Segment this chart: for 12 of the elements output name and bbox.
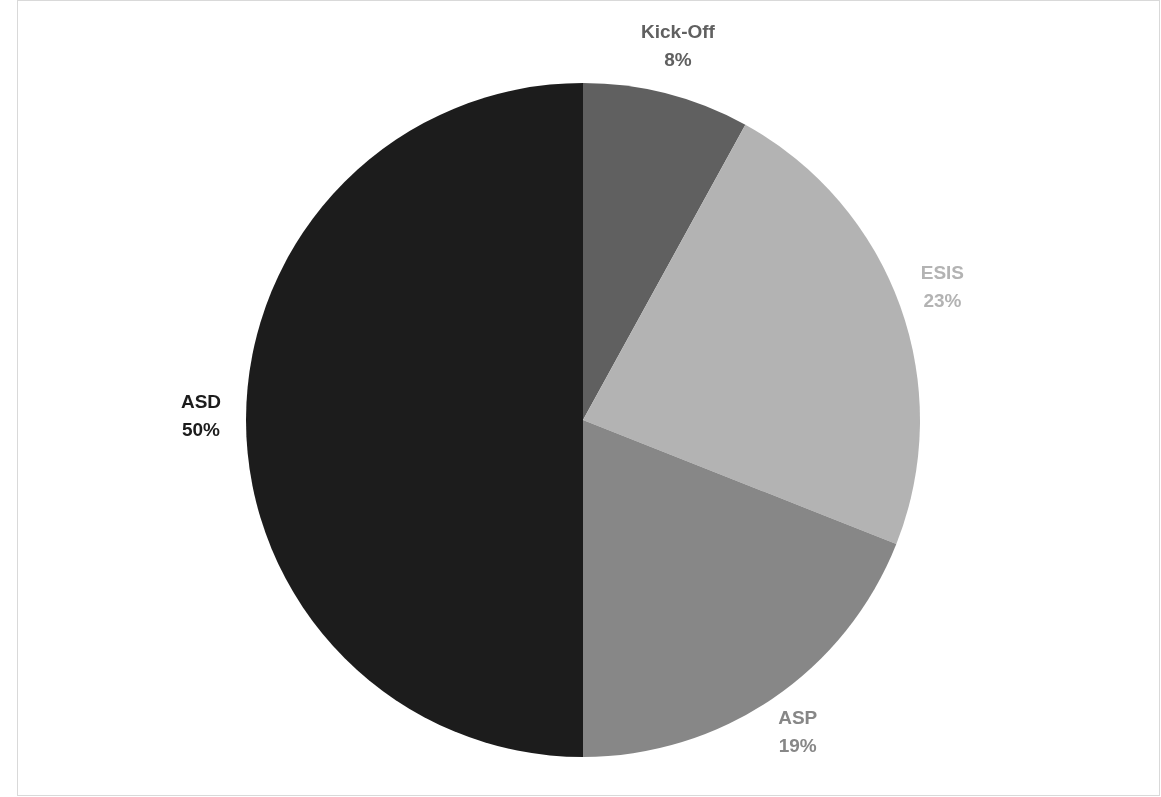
slice-label: ASP [778, 706, 818, 728]
data-label: 23% [923, 289, 962, 311]
data-label: 50% [181, 419, 221, 440]
slice-label: Kick-Off [641, 21, 716, 42]
slice-label: ASD [180, 391, 222, 412]
data-label: 19% [778, 734, 817, 756]
pie-slice [246, 83, 583, 757]
pie-slice [583, 124, 920, 545]
pie-slice [583, 420, 897, 757]
pie-slice [583, 83, 746, 420]
slice-label: ESIS [920, 261, 965, 283]
data-label: 8% [664, 49, 692, 70]
